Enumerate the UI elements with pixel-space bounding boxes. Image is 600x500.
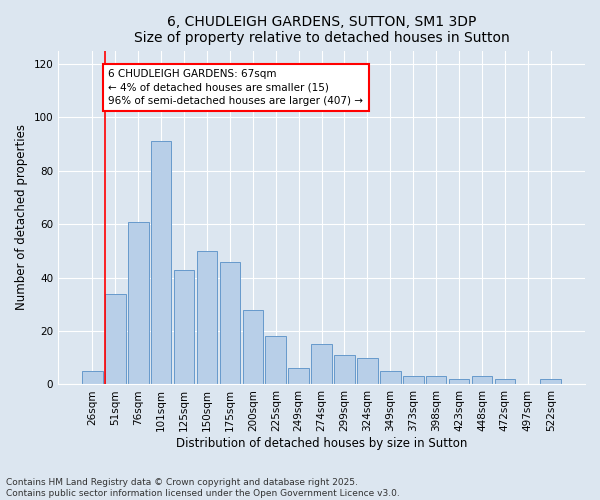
Bar [197, 251, 217, 384]
Bar [449, 379, 469, 384]
Text: 6 CHUDLEIGH GARDENS: 67sqm
← 4% of detached houses are smaller (15)
96% of semi-: 6 CHUDLEIGH GARDENS: 67sqm ← 4% of detac… [109, 69, 364, 106]
Bar [289, 368, 309, 384]
Bar [426, 376, 446, 384]
Bar [82, 371, 103, 384]
Bar [380, 371, 401, 384]
X-axis label: Distribution of detached houses by size in Sutton: Distribution of detached houses by size … [176, 437, 467, 450]
Title: 6, CHUDLEIGH GARDENS, SUTTON, SM1 3DP
Size of property relative to detached hous: 6, CHUDLEIGH GARDENS, SUTTON, SM1 3DP Si… [134, 15, 509, 45]
Y-axis label: Number of detached properties: Number of detached properties [15, 124, 28, 310]
Bar [174, 270, 194, 384]
Bar [311, 344, 332, 385]
Bar [334, 355, 355, 384]
Bar [265, 336, 286, 384]
Bar [472, 376, 493, 384]
Bar [242, 310, 263, 384]
Bar [357, 358, 378, 384]
Bar [128, 222, 149, 384]
Bar [220, 262, 240, 384]
Bar [151, 142, 172, 384]
Bar [494, 379, 515, 384]
Bar [403, 376, 424, 384]
Bar [105, 294, 125, 384]
Text: Contains HM Land Registry data © Crown copyright and database right 2025.
Contai: Contains HM Land Registry data © Crown c… [6, 478, 400, 498]
Bar [541, 379, 561, 384]
